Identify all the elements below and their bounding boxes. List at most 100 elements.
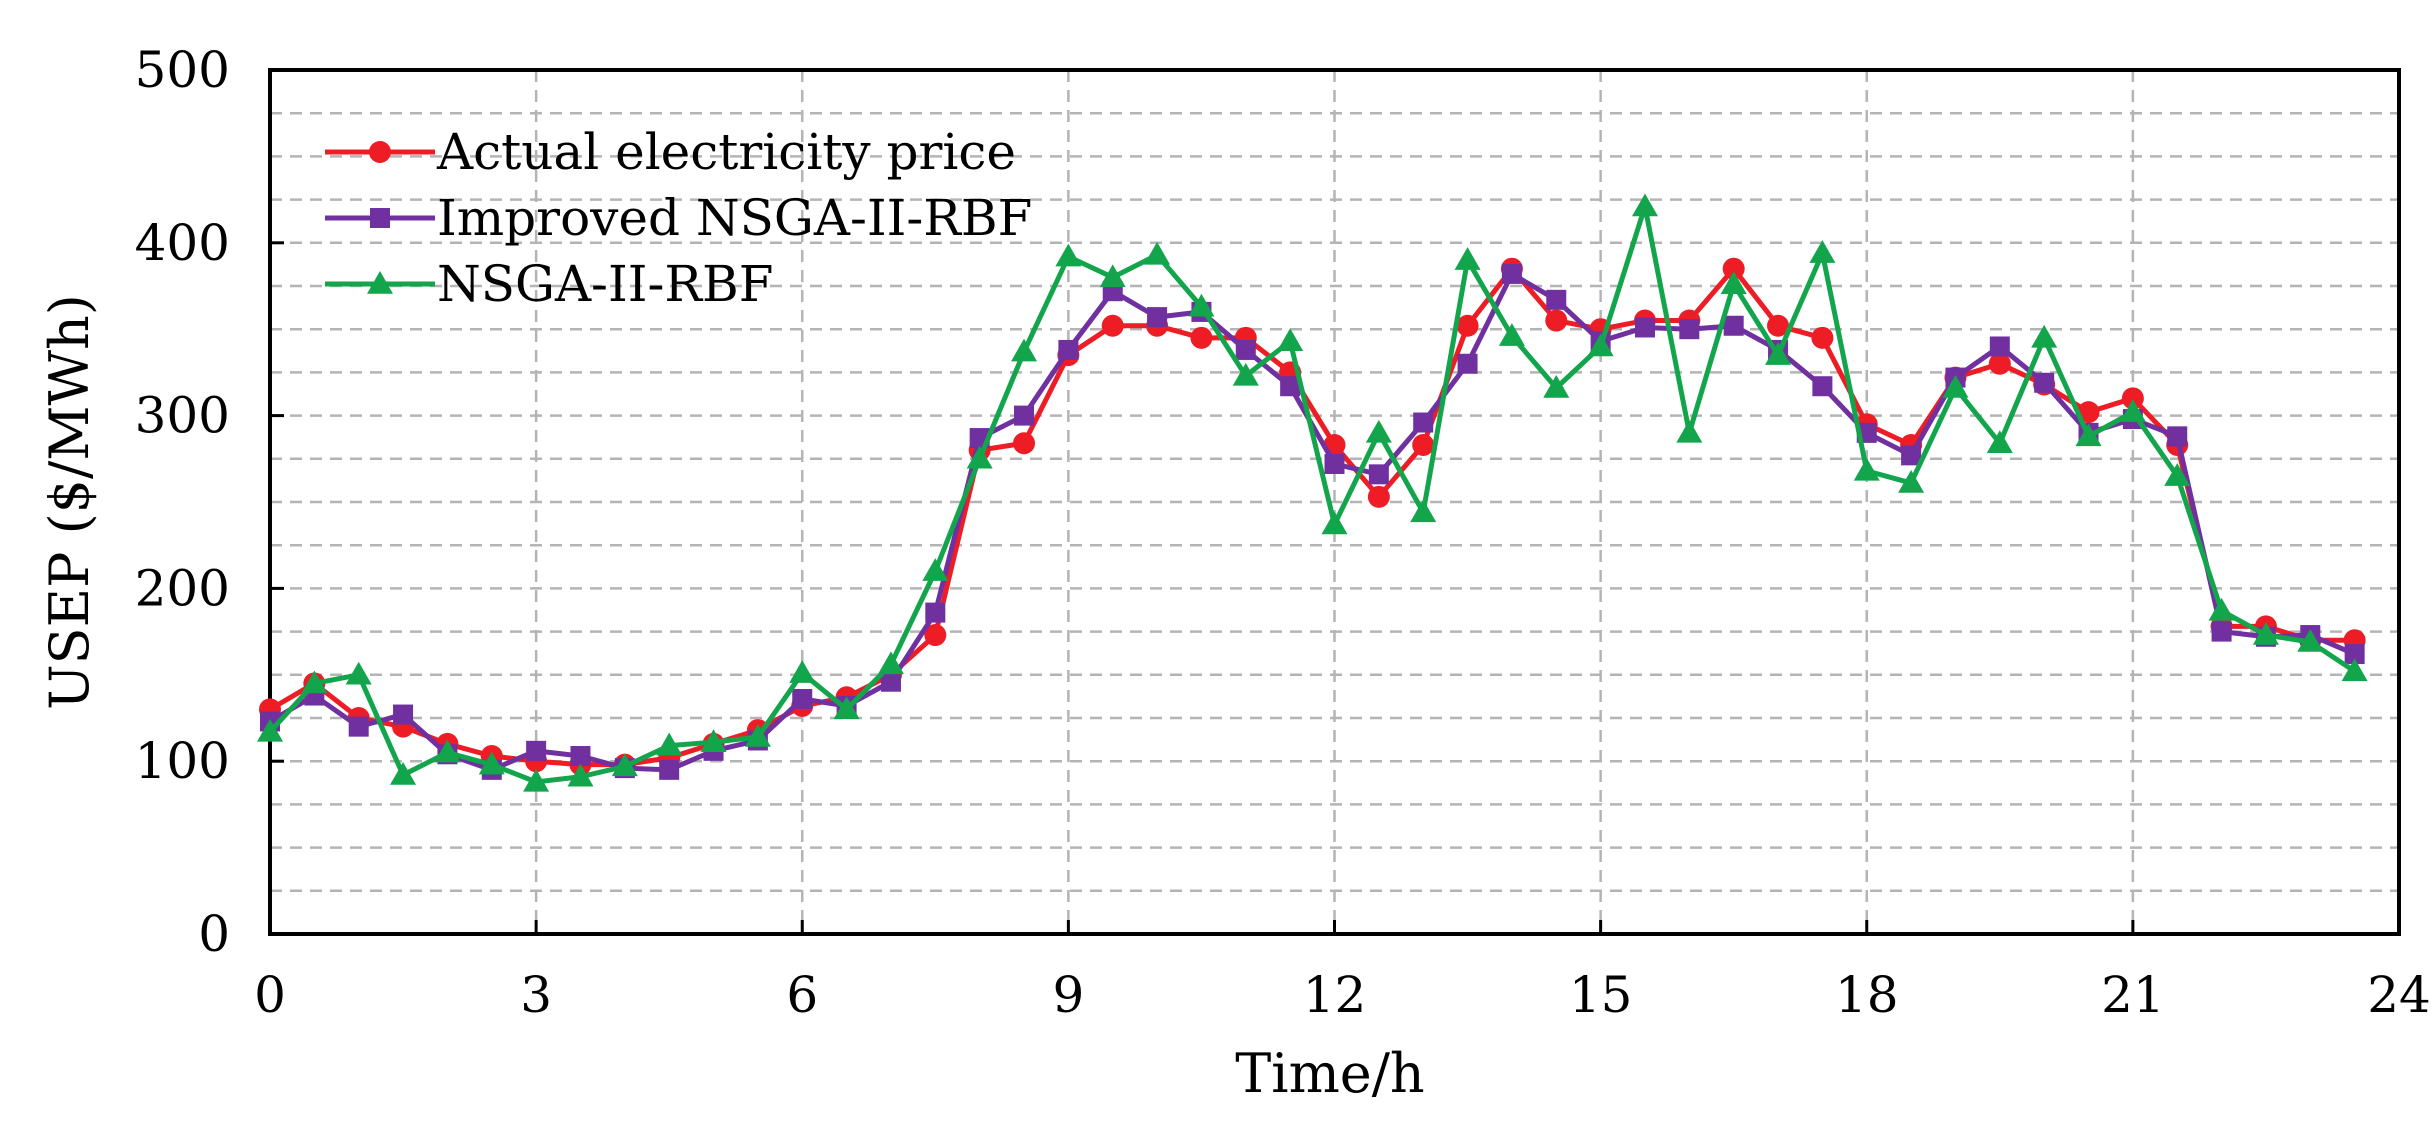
data-point [1277, 328, 1304, 352]
data-point [1413, 412, 1434, 433]
data-point [1720, 271, 1747, 295]
x-tick-label: 24 [2367, 966, 2431, 1024]
x-tick-label: 0 [254, 966, 286, 1024]
data-point [1099, 264, 1126, 288]
data-point [1368, 464, 1389, 485]
data-point [1014, 405, 1035, 426]
x-tick-label: 6 [786, 966, 818, 1024]
data-point [1011, 338, 1038, 362]
data-point [924, 624, 947, 647]
data-point [1412, 433, 1435, 456]
data-point [1498, 323, 1525, 346]
data-point [1324, 453, 1345, 474]
data-point [1942, 374, 1969, 398]
data-point [2252, 622, 2279, 645]
data-point [301, 670, 328, 694]
data-point [1058, 339, 1079, 360]
data-point [523, 768, 550, 792]
data-point [1765, 342, 1792, 365]
y-tick-label: 0 [198, 905, 230, 963]
data-point [2344, 644, 2365, 665]
y-tick-label: 400 [135, 214, 230, 272]
data-point [2121, 387, 2144, 410]
data-point [393, 704, 414, 725]
legend-marker [369, 141, 391, 163]
data-point [1365, 419, 1392, 443]
data-point [2075, 423, 2102, 447]
data-point [880, 671, 901, 692]
data-point [1545, 309, 1568, 332]
data-point [1812, 376, 1833, 397]
data-point [2167, 426, 2188, 447]
data-point [567, 763, 594, 787]
data-point [966, 445, 993, 469]
data-point [390, 762, 417, 785]
data-point [1587, 333, 1614, 357]
data-point [1454, 247, 1481, 270]
data-point [1321, 511, 1348, 535]
data-point [1367, 485, 1390, 508]
data-point [1901, 445, 1922, 466]
data-point [2297, 628, 2324, 652]
data-point [2119, 399, 2146, 422]
data-point [1543, 374, 1570, 398]
data-point [1722, 257, 1745, 280]
data-point [1456, 314, 1479, 337]
legend-marker [370, 208, 390, 228]
data-point [1631, 193, 1658, 217]
data-point [1410, 499, 1437, 523]
data-point [2077, 401, 2100, 424]
x-tick-label: 12 [1303, 966, 1367, 1024]
data-point [1898, 469, 1925, 493]
data-point [1809, 240, 1836, 263]
y-tick-label: 200 [135, 559, 230, 617]
data-point [1988, 352, 2011, 375]
data-point [1853, 457, 1880, 481]
data-point [792, 688, 813, 709]
data-point [789, 660, 816, 683]
data-point [659, 759, 680, 780]
series-group [257, 193, 2368, 792]
data-point [1144, 241, 1171, 265]
data-point [2341, 658, 2368, 682]
data-point [1989, 336, 2010, 357]
data-point [345, 661, 372, 685]
data-point [1147, 307, 1168, 328]
data-point [1676, 419, 1703, 443]
data-point [877, 651, 904, 675]
axis-ticks: 0 3 6 9 12 15 18 21 24 0 100 200 300 400 500 [135, 41, 2431, 1024]
data-point [257, 718, 283, 742]
y-tick-label: 100 [135, 732, 230, 790]
x-tick-label: 21 [2101, 966, 2165, 1024]
y-axis-label: USEP ($/MWh) [38, 294, 101, 710]
data-point [1501, 263, 1522, 284]
data-point [1280, 376, 1301, 397]
data-point [2208, 597, 2235, 621]
x-tick-label: 18 [1835, 966, 1899, 1024]
data-point [1723, 315, 1744, 336]
data-point [1767, 314, 1790, 337]
data-point [348, 716, 369, 737]
data-point [1811, 326, 1834, 349]
data-point [744, 724, 771, 747]
legend-label: Actual electricity price [436, 123, 1016, 181]
data-point [2211, 621, 2232, 642]
legend-marker [367, 271, 393, 294]
data-point [922, 558, 949, 581]
legend-label: NSGA-II-RBF [437, 255, 773, 313]
x-tick-label: 15 [1569, 966, 1633, 1024]
data-point [1055, 243, 1082, 267]
data-point [925, 602, 946, 623]
y-tick-label: 500 [135, 41, 230, 99]
x-tick-label: 3 [520, 966, 552, 1024]
data-point [1013, 432, 1036, 455]
legend-label: Improved NSGA-II-RBF [437, 189, 1032, 247]
data-point [1457, 353, 1478, 374]
data-point [1188, 293, 1215, 317]
data-point [1235, 339, 1256, 360]
data-point [611, 753, 638, 777]
data-point [526, 740, 547, 761]
series-3 [257, 193, 2368, 792]
data-point [1546, 289, 1567, 310]
data-point [1679, 319, 1700, 340]
